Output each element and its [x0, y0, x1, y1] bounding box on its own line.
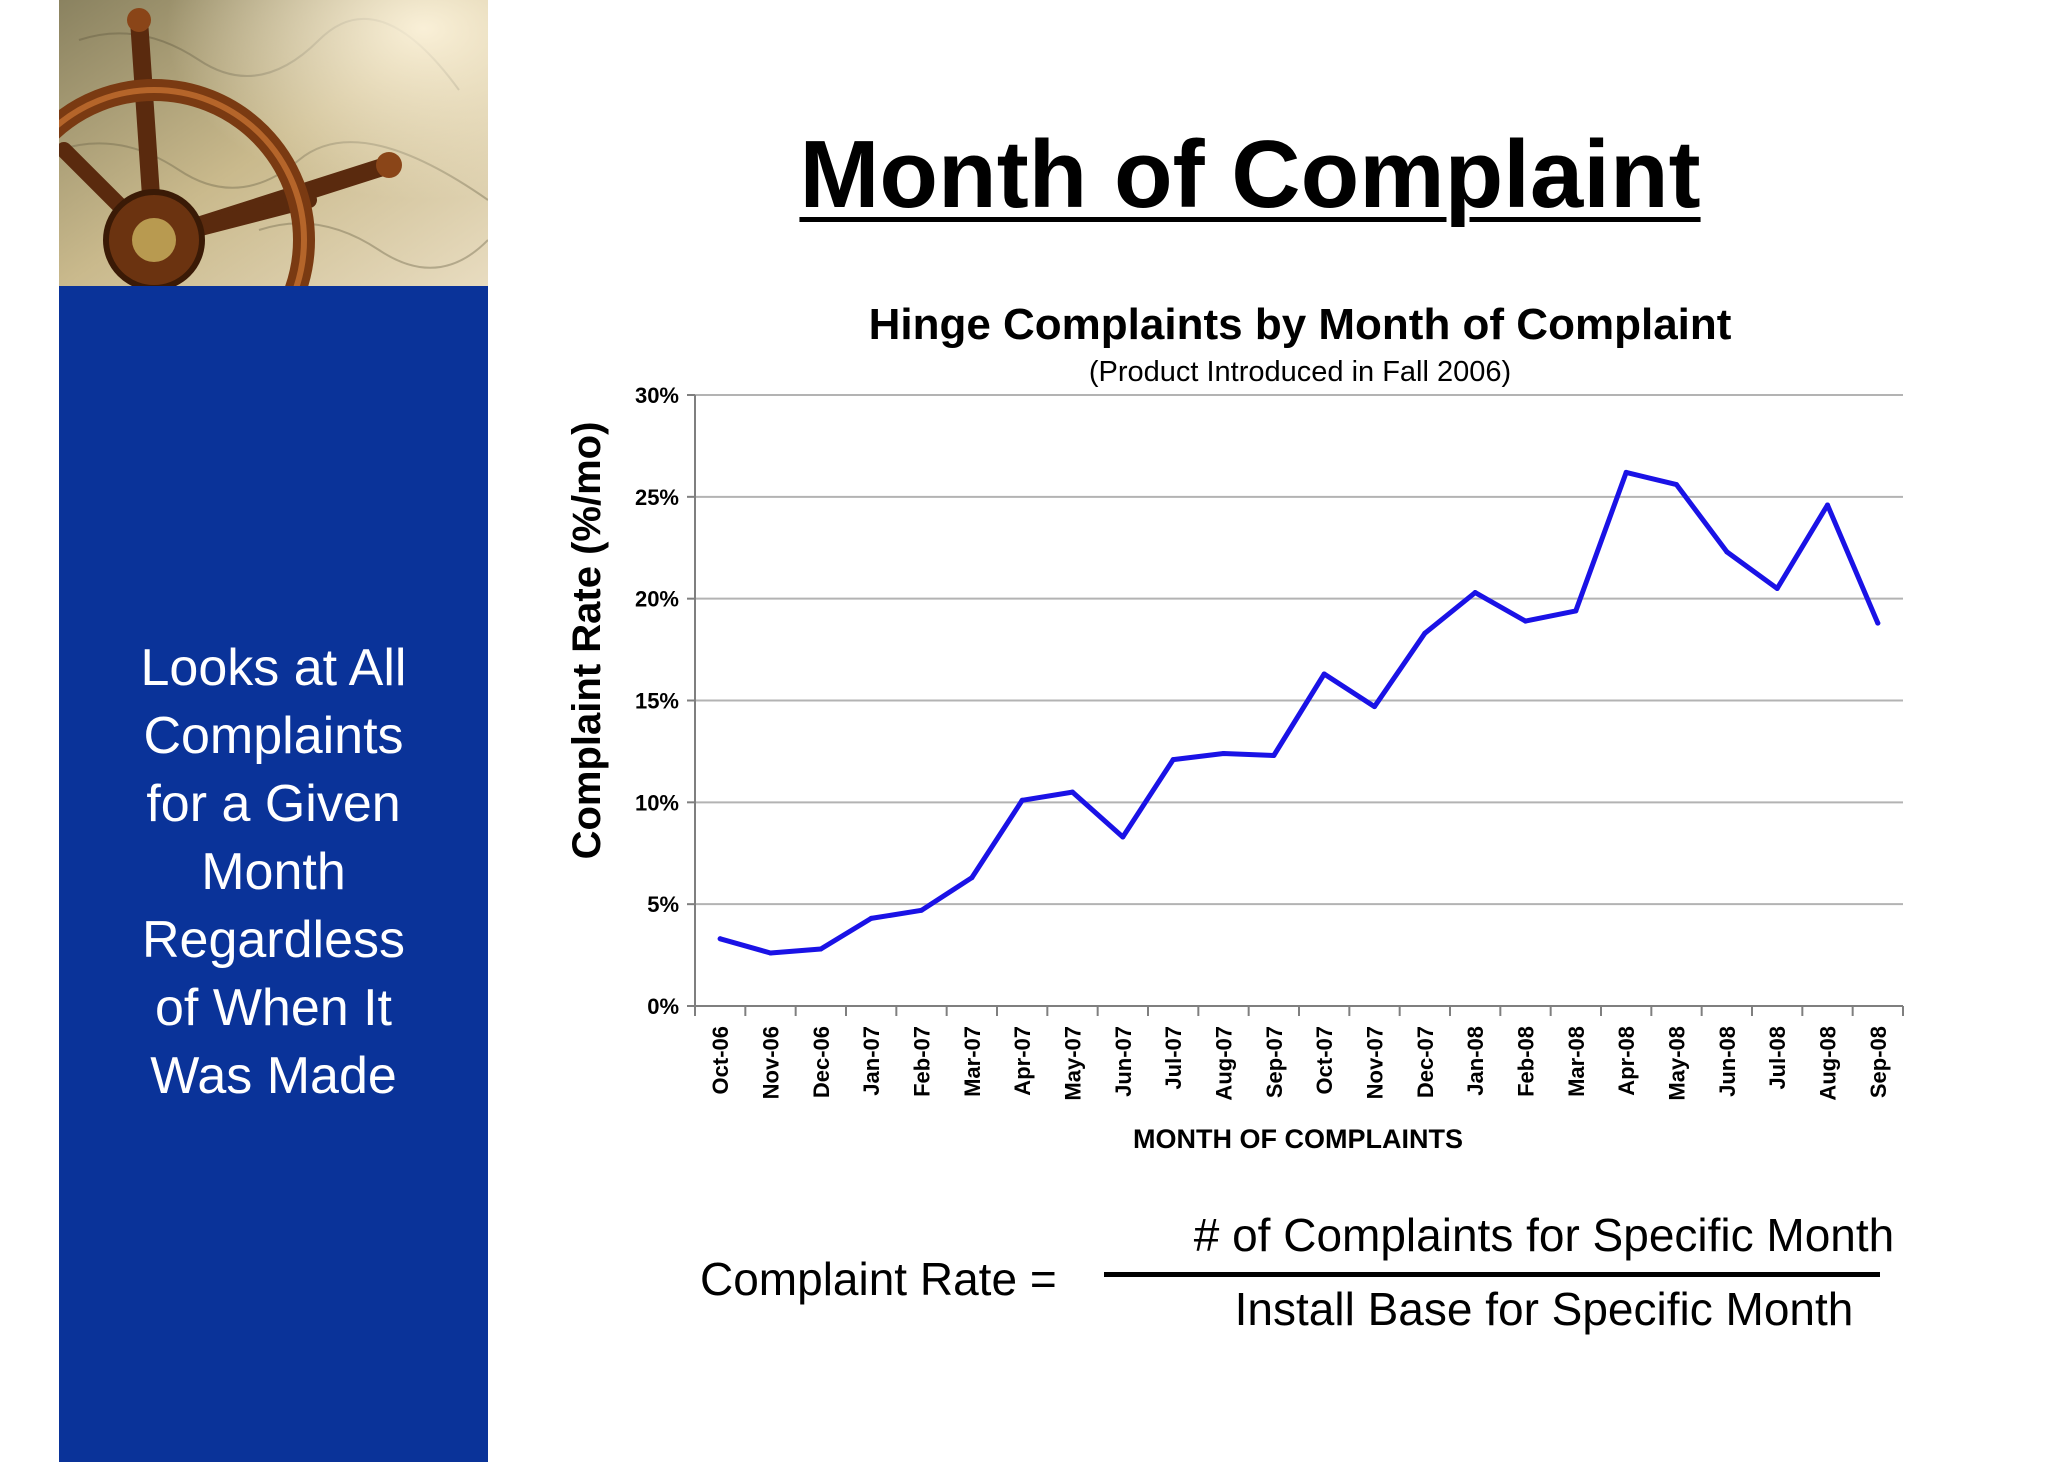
- data-point: [1825, 502, 1830, 508]
- x-tick-label: Feb-07: [910, 1026, 935, 1097]
- x-tick-label: Jun-07: [1111, 1026, 1136, 1097]
- x-tick-label: Jan-07: [859, 1026, 884, 1096]
- ship-wheel-illustration: [59, 0, 488, 286]
- data-point: [1019, 797, 1025, 803]
- y-axis-label: Complaint Rate (%/mo): [565, 422, 609, 860]
- y-tick-label: 10%: [635, 790, 679, 815]
- sidebar-line: Month: [201, 843, 346, 901]
- data-point: [1875, 620, 1881, 626]
- chart-title: Hinge Complaints by Month of Complaint: [868, 300, 1732, 349]
- x-tick-label: Aug-07: [1212, 1026, 1237, 1101]
- y-tick-label: 20%: [635, 587, 679, 612]
- chart-subtitle: (Product Introduced in Fall 2006): [1088, 356, 1512, 388]
- y-tick-label: 30%: [635, 383, 679, 408]
- x-tick-label: Jul-08: [1765, 1026, 1790, 1090]
- slide-title: Month of Complaint: [799, 121, 1701, 228]
- x-tick-label: May-07: [1061, 1026, 1086, 1101]
- y-tick-label: 15%: [635, 689, 679, 714]
- y-tick-label: 25%: [635, 485, 679, 510]
- x-tick-label: Oct-06: [708, 1026, 733, 1094]
- ship-wheel-image: [59, 0, 488, 286]
- data-point: [1623, 469, 1629, 475]
- data-point: [1674, 482, 1679, 488]
- x-tick-label: Aug-08: [1816, 1026, 1841, 1101]
- x-tick-label: Apr-07: [1010, 1026, 1035, 1096]
- formula-numerator: # of Complaints for Specific Month: [1193, 1209, 1895, 1261]
- y-tick-label: 5%: [647, 892, 679, 917]
- data-point: [1523, 618, 1528, 624]
- x-tick-label: Apr-08: [1614, 1026, 1639, 1096]
- sidebar-line: for a Given: [146, 775, 401, 833]
- sidebar: Looks at All Complaints for a Given Mont…: [59, 0, 488, 1462]
- x-tick-label: Mar-08: [1564, 1026, 1589, 1097]
- sidebar-line: of When It: [155, 979, 392, 1037]
- sidebar-panel: [59, 286, 488, 1462]
- sidebar-line: Was Made: [150, 1047, 397, 1105]
- sidebar-line: Regardless: [141, 911, 406, 969]
- sidebar-line: Complaints: [143, 707, 404, 765]
- x-tick-label: Dec-07: [1413, 1026, 1438, 1098]
- data-point: [1271, 752, 1277, 758]
- x-tick-label: Jun-08: [1715, 1026, 1740, 1097]
- data-point: [1120, 834, 1126, 840]
- x-tick-label: May-08: [1665, 1026, 1690, 1101]
- data-point: [717, 936, 723, 942]
- data-point: [1070, 789, 1075, 795]
- formula-lhs: Complaint Rate =: [700, 1253, 1057, 1305]
- x-tick-label: Mar-07: [960, 1026, 985, 1097]
- data-point: [818, 946, 824, 952]
- x-tick-label: Oct-07: [1312, 1026, 1337, 1094]
- data-point: [768, 950, 773, 956]
- x-tick-label: Sep-08: [1866, 1026, 1891, 1098]
- data-point: [1422, 630, 1428, 636]
- data-point: [1321, 671, 1327, 677]
- x-axis-label: MONTH OF COMPLAINTS: [1133, 1124, 1463, 1154]
- y-tick-label: 0%: [647, 994, 679, 1019]
- data-point: [1724, 549, 1730, 555]
- sidebar-line: Looks at All: [140, 639, 407, 697]
- data-point: [1170, 757, 1176, 763]
- data-point: [868, 915, 874, 921]
- data-point: [1573, 608, 1579, 614]
- x-tick-label: Feb-08: [1514, 1026, 1539, 1097]
- formula-denominator: Install Base for Specific Month: [1234, 1283, 1854, 1335]
- x-tick-label: Sep-07: [1262, 1026, 1287, 1098]
- x-tick-label: Nov-07: [1363, 1026, 1388, 1099]
- series-line: [717, 469, 1881, 956]
- x-tick-label: Dec-06: [809, 1026, 834, 1098]
- sidebar-description: Looks at All Complaints for a Given Mont…: [59, 634, 488, 1110]
- x-tick-label: Jan-08: [1463, 1026, 1488, 1096]
- data-point: [919, 907, 924, 913]
- data-point: [1221, 750, 1226, 756]
- x-tick-label: Jul-07: [1161, 1026, 1186, 1090]
- data-point: [1372, 704, 1377, 710]
- data-point: [1472, 590, 1478, 596]
- formula-fraction-bar: [1104, 1272, 1880, 1277]
- data-point: [969, 875, 975, 881]
- data-point: [1774, 585, 1780, 591]
- x-tick-label: Nov-06: [759, 1026, 784, 1099]
